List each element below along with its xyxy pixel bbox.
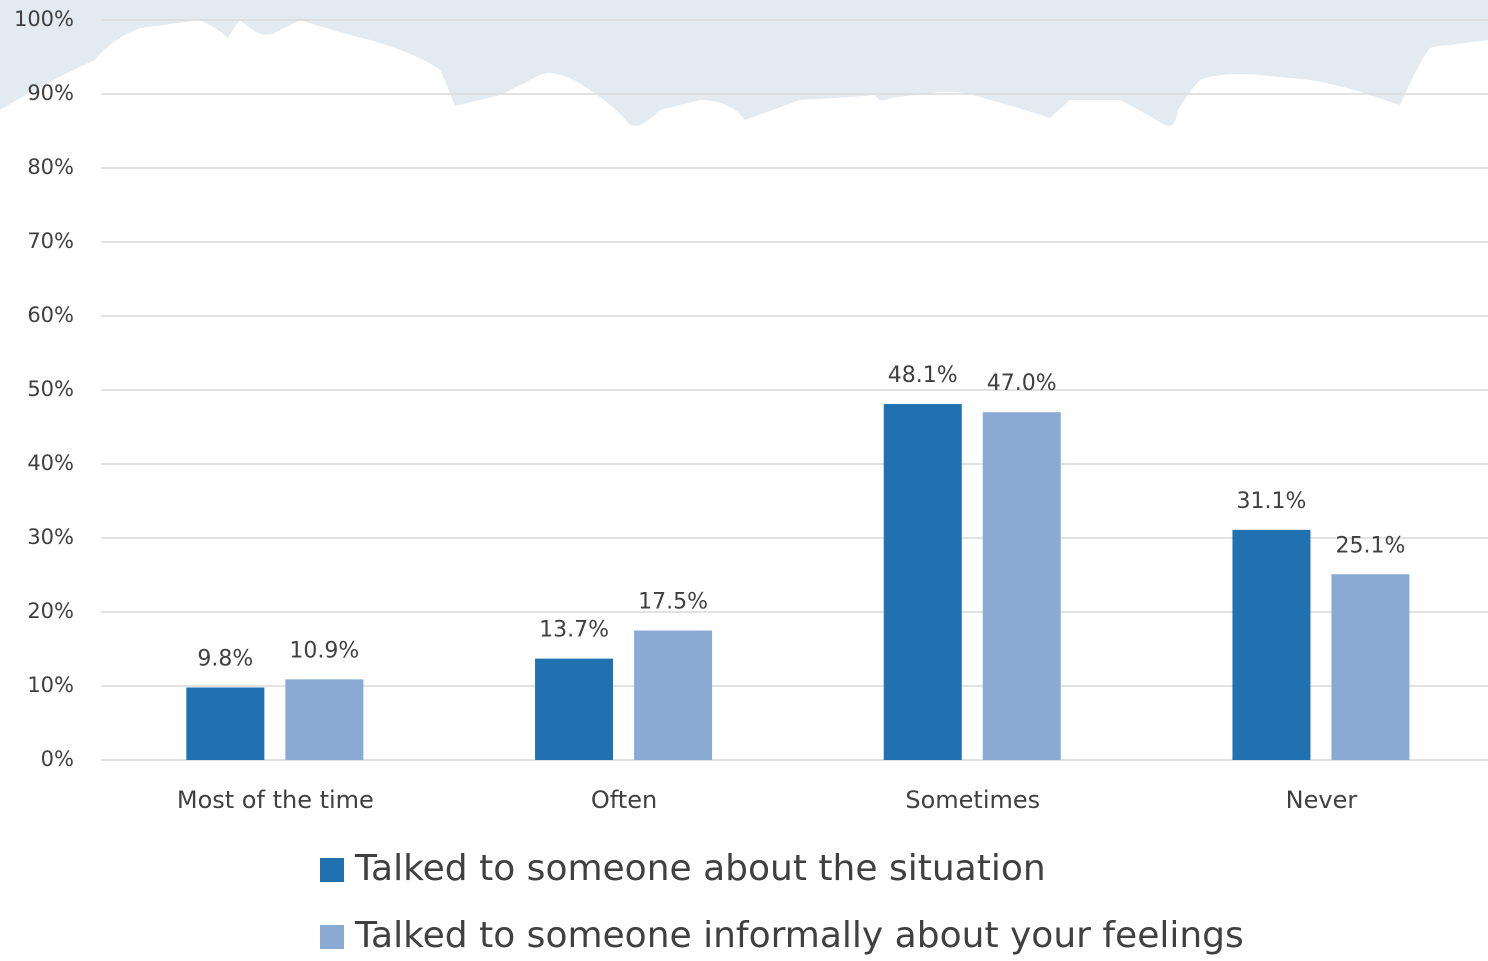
value-label: 13.7% (539, 618, 609, 643)
legend-swatch (320, 858, 344, 882)
bar (982, 412, 1061, 760)
x-tick-label: Most of the time (177, 786, 374, 814)
value-label: 17.5% (638, 590, 708, 615)
bar (1331, 574, 1410, 760)
bar (634, 630, 713, 760)
y-tick-label: 90% (27, 81, 74, 105)
bar (186, 687, 265, 760)
legend-swatch (320, 925, 344, 949)
value-label: 10.9% (289, 638, 359, 663)
x-tick-label: Never (1286, 786, 1358, 814)
y-tick-label: 20% (27, 599, 74, 623)
y-tick-label: 10% (27, 673, 74, 697)
x-tick-label: Often (591, 786, 657, 814)
y-tick-label: 40% (27, 451, 74, 475)
value-label: 25.1% (1336, 533, 1406, 558)
value-label: 48.1% (888, 363, 958, 388)
value-label: 47.0% (987, 371, 1057, 396)
y-tick-label: 60% (27, 303, 74, 327)
legend-label: Talked to someone about the situation (354, 848, 1046, 889)
y-tick-label: 70% (27, 229, 74, 253)
y-tick-label: 0% (41, 747, 74, 771)
value-label: 31.1% (1237, 489, 1307, 514)
y-tick-label: 100% (14, 7, 74, 31)
y-tick-label: 80% (27, 155, 74, 179)
y-tick-label: 30% (27, 525, 74, 549)
bar (285, 679, 364, 760)
bar (535, 658, 614, 760)
background-decoration (0, 0, 1488, 126)
y-tick-label: 50% (27, 377, 74, 401)
bar (1232, 529, 1311, 760)
value-label: 9.8% (197, 646, 253, 671)
x-tick-label: Sometimes (905, 786, 1040, 814)
legend-label: Talked to someone informally about your … (354, 915, 1244, 956)
bar (883, 404, 962, 760)
